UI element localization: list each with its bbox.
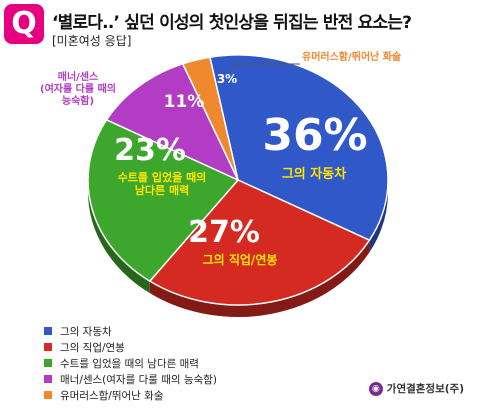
pie-slice-0 bbox=[208, 54, 389, 242]
legend-item: 수트를 입었을 때의 남다른 매력 bbox=[44, 355, 217, 371]
leader-line-4b bbox=[231, 63, 237, 69]
chart-title: ‘별로다..’ 싶던 이성의 첫인상을 뒤집는 반전 요소는? bbox=[52, 13, 412, 33]
outer-label-3: 매너/센스 (여자를 다룰 때의 능숙함) bbox=[40, 70, 116, 107]
value-label-1: 27% bbox=[188, 215, 260, 250]
slice-label-2: 수트를 입었을 때의 남다른 매력 bbox=[118, 170, 207, 197]
pie-slice-1 bbox=[148, 179, 371, 306]
logo-icon: ◉ bbox=[368, 381, 383, 396]
slice-label-1: 그의 직업/연봉 bbox=[203, 252, 278, 267]
legend-swatch bbox=[44, 343, 52, 351]
legend-label: 매너/센스(여자를 다룰 때의 능숙함) bbox=[60, 373, 217, 386]
legend-label: 수트를 입었을 때의 남다른 매력 bbox=[60, 357, 199, 370]
pie-slice-3 bbox=[105, 62, 240, 182]
legend-item: 매너/센스(여자를 다룰 때의 능숙함) bbox=[44, 371, 217, 387]
value-label-3: 11% bbox=[164, 92, 205, 112]
pie-slice-2 bbox=[87, 118, 240, 283]
value-label-4: 3% bbox=[217, 72, 237, 86]
legend-item: 그의 자동차 bbox=[44, 323, 217, 339]
slice-label-0: 그의 자동차 bbox=[282, 166, 346, 182]
chart-subtitle: [미혼여성 응답] bbox=[52, 34, 132, 48]
legend-item: 그의 직업/연봉 bbox=[44, 339, 217, 355]
pie-depth-0 bbox=[369, 180, 389, 253]
pie-depth-1 bbox=[149, 240, 370, 317]
legend-label: 그의 직업/연봉 bbox=[60, 341, 125, 354]
legend-item: 유머러스함/뛰어난 화술 bbox=[44, 387, 217, 403]
legend-swatch bbox=[44, 375, 52, 383]
source-credit: ◉ 가연결혼정보(주) bbox=[368, 381, 464, 396]
pie-slice-4 bbox=[181, 56, 239, 181]
legend-swatch bbox=[44, 359, 52, 367]
pie-depth bbox=[88, 180, 389, 317]
value-label-0: 36% bbox=[262, 110, 367, 161]
source-text: 가연결혼정보(주) bbox=[386, 383, 464, 395]
legend-label: 그의 자동차 bbox=[60, 325, 112, 338]
outer-label-4: 유머러스함/뛰어난 화술 bbox=[302, 50, 401, 63]
legend-swatch bbox=[44, 327, 52, 335]
legend-swatch bbox=[44, 391, 52, 399]
legend-label: 유머러스함/뛰어난 화술 bbox=[60, 389, 164, 402]
pie-chart: 36% 그의 자동차 27% 그의 직업/연봉 23%수트를 입었을 때의 남다른 매력 1… bbox=[40, 50, 401, 317]
value-label-2: 23% bbox=[114, 133, 186, 168]
pie-depth-2 bbox=[88, 180, 150, 294]
q-badge: Q bbox=[4, 4, 44, 44]
